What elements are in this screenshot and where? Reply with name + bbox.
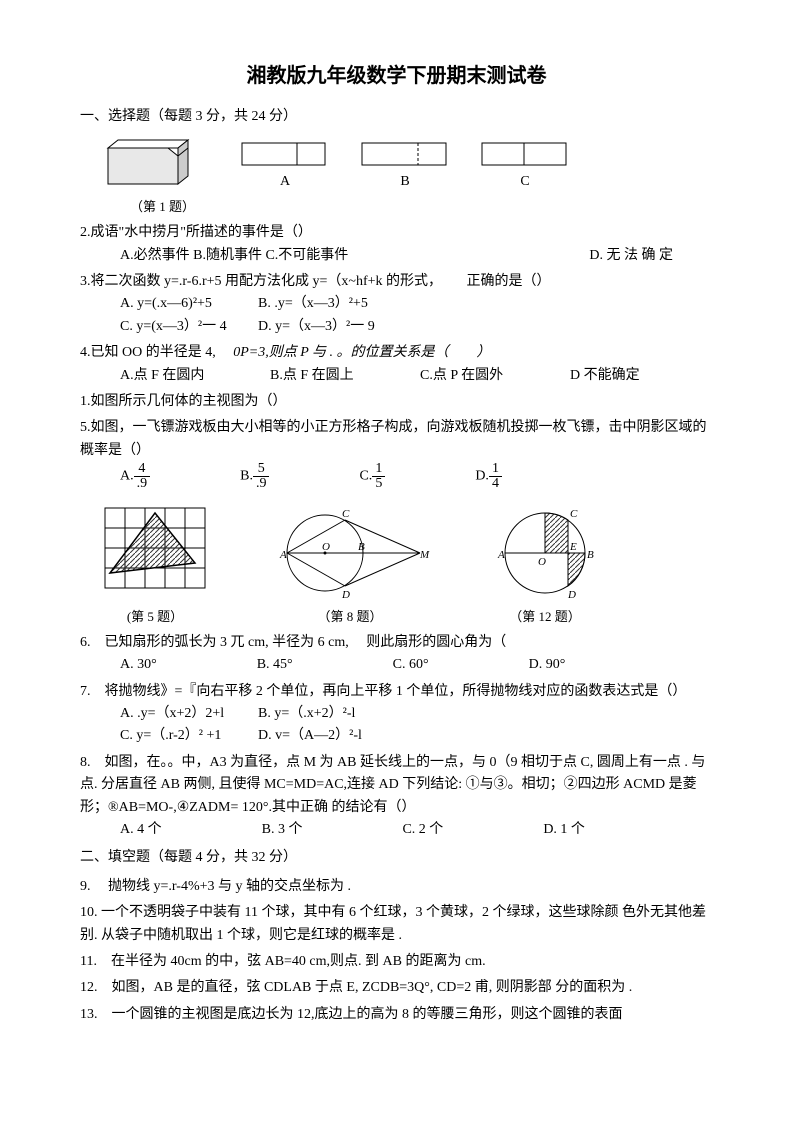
q1-line: 1.如图所示几何体的主视图为（） — [80, 391, 713, 413]
svg-text:C: C — [570, 508, 578, 520]
q12: 12. 如图，AB 是的直径，弦 CDLAB 于点 E, ZCDB=3Q°, C… — [80, 977, 713, 999]
q7-b: B. y=（.x+2）²-l — [258, 703, 368, 725]
q1-opt-a: A — [240, 141, 330, 193]
q7-c: C. y=（.r-2）² +1 — [120, 725, 230, 747]
fig8: A O B M C D （第 8 题） — [270, 503, 430, 628]
q3-a: A. y=(.x—6)²+5 — [120, 293, 230, 315]
q4: 4.已知 OO 的半径是 4, 0P=3,则点 P 与 . 。的位置关系是（ ）… — [80, 342, 713, 387]
q4-a: A.点 F 在圆内 — [120, 365, 230, 387]
q8-a: A. 4 个 — [120, 819, 162, 841]
q6-d: D. 90° — [529, 654, 566, 676]
fig12-caption: （第 12 题） — [490, 607, 600, 628]
q10: 10. 一个不透明袋子中装有 11 个球，其中有 6 个红球，3 个黄球，2 个… — [80, 902, 713, 947]
svg-text:O: O — [322, 541, 330, 553]
section-1-heading: 一、选择题（每题 3 分，共 24 分） — [80, 106, 713, 128]
q5-b: B.5.9 — [240, 462, 269, 491]
section-2-heading: 二、填空题（每题 4 分，共 32 分） — [80, 847, 713, 869]
q2-c: C.不可能事件 — [265, 248, 348, 263]
q13: 13. 一个圆锥的主视图是底边长为 12,底边上的高为 8 的等腰三角形，则这个… — [80, 1004, 713, 1026]
q2: 2.成语"水中捞月"所描述的事件是（） A.必然事件 B.随机事件 C.不可能事… — [80, 222, 713, 267]
q6: 6. 已知扇形的弧长为 3 兀 cm, 半径为 6 cm, 则此扇形的圆心角为（… — [80, 632, 713, 677]
q3: 3.将二次函数 y=.r-6.r+5 用配方法化成 y=（x~hf+k 的形式，… — [80, 271, 713, 338]
opt-c-label: C — [480, 171, 570, 193]
svg-text:C: C — [342, 508, 350, 520]
svg-text:B: B — [587, 549, 594, 561]
q1-caption: （第 1 题） — [130, 197, 713, 218]
page-title: 湘教版九年级数学下册期末测试卷 — [80, 60, 713, 92]
q3-c: C. y=(x—3）²一 4 — [120, 316, 230, 338]
q4-d: D 不能确定 — [570, 365, 680, 387]
q11: 11. 在半径为 40cm 的中，弦 AB=40 cm,则点. 到 AB 的距离… — [80, 951, 713, 973]
q2-text: 2.成语"水中捞月"所描述的事件是（） — [80, 225, 312, 240]
svg-text:M: M — [419, 549, 430, 561]
q4-text: 4.已知 OO 的半径是 4, — [80, 345, 216, 360]
q8-c: C. 2 个 — [402, 819, 443, 841]
q5-text: 5.如图，一飞镖游戏板由大小相等的小正方形格子构成，向游戏板随机投掷一枚飞镖，击… — [80, 417, 713, 462]
q1-figures: A B C — [100, 138, 713, 193]
q6-a: A. 30° — [120, 654, 157, 676]
svg-text:A: A — [279, 549, 287, 561]
q5: 5.如图，一飞镖游戏板由大小相等的小正方形格子构成，向游戏板随机投掷一枚飞镖，击… — [80, 417, 713, 491]
fig5: (第 5 题） — [100, 503, 210, 628]
svg-text:B: B — [358, 541, 365, 553]
svg-text:D: D — [567, 589, 576, 601]
q8: 8. 如图，在。。中，A3 为直径，点 M 为 AB 延长线上的一点，与 0（9… — [80, 752, 713, 842]
q7-text: 7. 将抛物线》=『向右平移 2 个单位，再向上平移 1 个单位，所得抛物线对应… — [80, 681, 713, 703]
q4-b: B.点 F 在圆上 — [270, 365, 380, 387]
q3-tail: 正确的是（） — [467, 274, 551, 289]
q4-mid: 0P=3,则点 P 与 . 。的位置关系是（ ） — [233, 345, 490, 360]
q3-b: B. .y=（x—3）²+5 — [258, 293, 368, 315]
fig8-caption: （第 8 题） — [270, 607, 430, 628]
q5-d: D.14 — [475, 462, 502, 491]
svg-text:O: O — [538, 556, 546, 568]
q6-text: 6. 已知扇形的弧长为 3 兀 cm, 半径为 6 cm, — [80, 635, 349, 650]
q9: 9. 抛物线 y=.r-4%+3 与 y 轴的交点坐标为 . — [80, 876, 713, 898]
svg-text:A: A — [497, 549, 505, 561]
q6-b: B. 45° — [257, 654, 293, 676]
q8-b: B. 3 个 — [262, 819, 303, 841]
q7-a: A. .y=（x+2）2+l — [120, 703, 230, 725]
q8-text: 8. 如图，在。。中，A3 为直径，点 M 为 AB 延长线上的一点，与 0（9… — [80, 752, 713, 819]
q6-c: C. 60° — [393, 654, 429, 676]
q4-c: C.点 P 在圆外 — [420, 365, 530, 387]
opt-a-label: A — [240, 171, 330, 193]
q1-opt-c: C — [480, 141, 570, 193]
fig12: A O E B C D （第 12 题） — [490, 503, 600, 628]
q1-opt-b: B — [360, 141, 450, 193]
opt-b-label: B — [360, 171, 450, 193]
q8-d: D. 1 个 — [543, 819, 585, 841]
q2-b: B.随机事件 — [193, 248, 262, 263]
q2-d: D. 无 法 确 定 — [589, 245, 673, 267]
q3-text: 3.将二次函数 y=.r-6.r+5 用配方法化成 y=（x~hf+k 的形式， — [80, 274, 435, 289]
fig-row-2: (第 5 题） A O B M C D （第 8 题） A — [100, 503, 713, 628]
q3-d: D. y=（x—3）²一 9 — [258, 316, 375, 338]
q7-d: D. v=（A—2）²-l — [258, 725, 368, 747]
q2-a: A.必然事件 — [120, 248, 190, 263]
q5-c: C.15 — [359, 462, 385, 491]
fig5-caption: (第 5 题） — [100, 607, 210, 628]
q1-solid — [100, 138, 210, 193]
svg-text:D: D — [341, 589, 350, 601]
svg-text:E: E — [569, 541, 577, 553]
q6-tail: 则此扇形的圆心角为（ — [366, 635, 506, 650]
q5-a: A.4.9 — [120, 462, 150, 491]
q7: 7. 将抛物线》=『向右平移 2 个单位，再向上平移 1 个单位，所得抛物线对应… — [80, 681, 713, 748]
